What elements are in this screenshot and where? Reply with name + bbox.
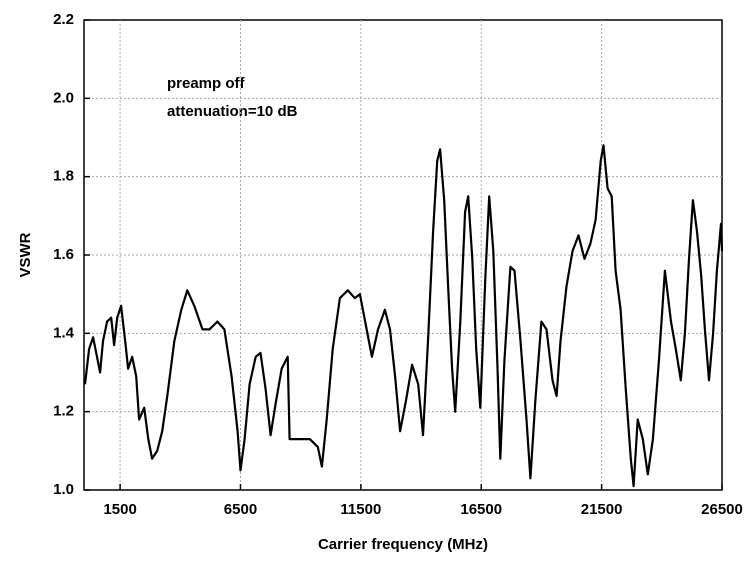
annotation: attenuation=10 dB (167, 103, 298, 120)
x-tick-label: 16500 (460, 501, 502, 518)
y-tick-label: 2.2 (53, 11, 74, 28)
y-tick-label: 1.2 (53, 403, 74, 420)
x-tick-label: 11500 (340, 501, 381, 518)
x-tick-label: 6500 (224, 501, 257, 518)
y-tick-label: 1.4 (53, 324, 75, 341)
annotation: preamp off (167, 75, 246, 92)
y-axis-label: VSWR (17, 232, 34, 277)
y-tick-label: 2.0 (53, 89, 74, 106)
x-tick-label: 21500 (581, 501, 623, 518)
x-tick-label: 26500 (701, 501, 743, 518)
y-tick-label: 1.6 (53, 246, 74, 263)
y-tick-label: 1.8 (53, 168, 74, 185)
y-tick-label: 1.0 (53, 481, 74, 498)
x-tick-label: 1500 (103, 501, 136, 518)
x-axis-label: Carrier frequency (MHz) (318, 536, 488, 553)
data-line (83, 144, 724, 488)
